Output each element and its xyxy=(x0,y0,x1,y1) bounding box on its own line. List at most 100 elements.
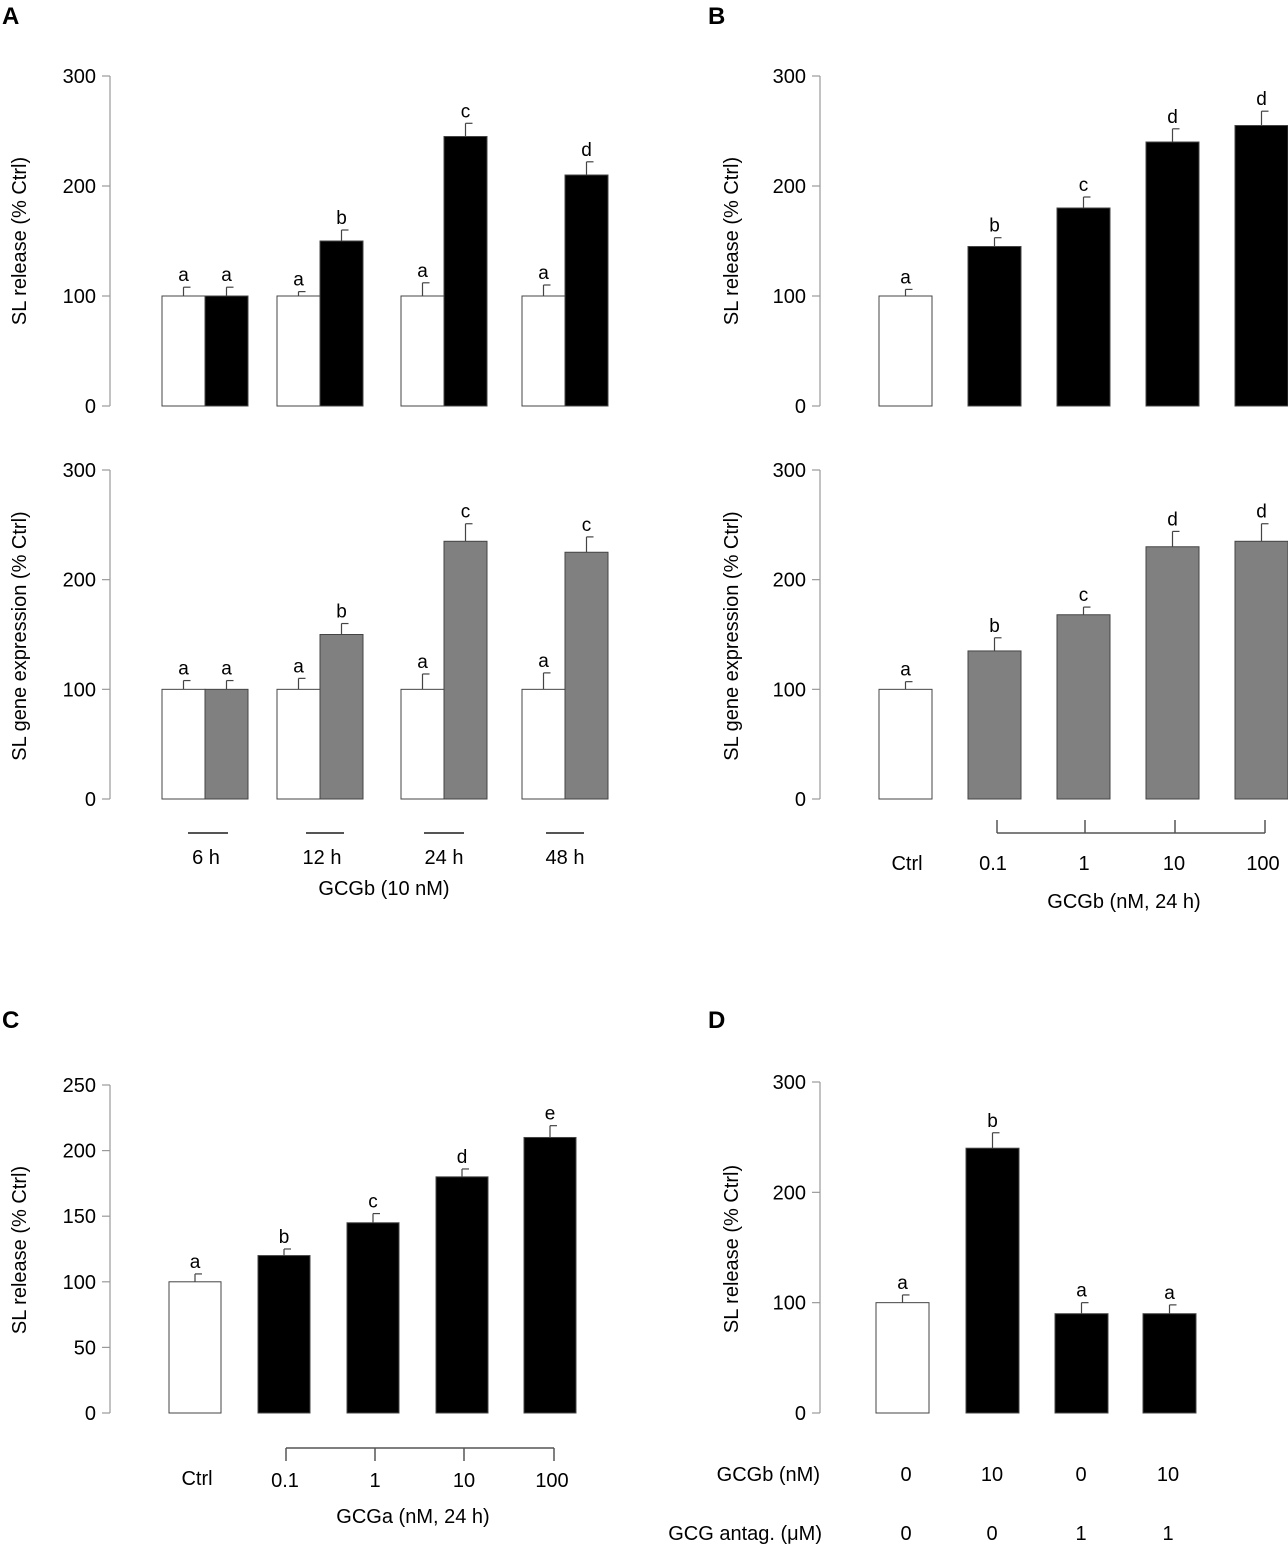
d-row-gcgb-value: 0 xyxy=(1075,1464,1086,1486)
a-x-tick-12h: 12 h xyxy=(303,847,342,869)
a-expression-ctrl-bar xyxy=(521,688,566,800)
b-release-y-tick-label: 100 xyxy=(773,286,806,308)
c-release-bar xyxy=(523,1136,577,1414)
chart-d-release: 0 100 200 300 a b a a xyxy=(773,1072,1197,1425)
d-release-ytitle: SL release (% Ctrl) xyxy=(721,1165,743,1333)
b-expression-bar xyxy=(1145,546,1200,800)
a-release-treated-bar xyxy=(204,295,249,407)
c-release-significance-letter: d xyxy=(457,1147,468,1168)
a-expression-ctrl-significance-letter: a xyxy=(178,659,189,680)
b-release-bar xyxy=(967,246,1022,407)
c-release-y-tick-label: 150 xyxy=(63,1206,96,1228)
d-release-bar xyxy=(965,1147,1020,1414)
c-x-tick-100: 100 xyxy=(535,1470,568,1492)
c-x-tick-ctrl: Ctrl xyxy=(181,1468,212,1490)
b-expression-significance-letter: a xyxy=(900,660,911,681)
b-release-significance-letter: b xyxy=(989,216,1000,237)
a-expression-ctrl-significance-letter: a xyxy=(293,656,304,677)
a-x-tick-48h: 48 h xyxy=(546,847,585,869)
d-release-bar xyxy=(1142,1313,1197,1414)
a-release-treated-significance-letter: b xyxy=(336,208,347,229)
b-release-y-tick-label: 300 xyxy=(773,66,806,88)
a-expression-y-tick-label: 100 xyxy=(63,679,96,701)
d-row-gcgb-value: 0 xyxy=(900,1464,911,1486)
d-release-significance-letter: a xyxy=(1076,1281,1087,1302)
a-release-treated-significance-letter: c xyxy=(461,101,471,122)
c-release-bar xyxy=(257,1255,311,1414)
b-expression-y-tick-label: 300 xyxy=(773,460,806,482)
a-release-treated-significance-letter: d xyxy=(581,140,592,161)
b-expression-bar xyxy=(1056,614,1111,800)
c-release-ytitle: SL release (% Ctrl) xyxy=(9,1166,31,1334)
a-release-y-tick-label: 0 xyxy=(85,396,96,418)
b-expression-significance-letter: b xyxy=(989,616,1000,637)
a-release-ytitle: SL release (% Ctrl) xyxy=(9,157,31,325)
d-row-gcgb-value: 10 xyxy=(981,1464,1003,1486)
c-x-tick-1: 1 xyxy=(369,1470,380,1492)
d-release-y-tick-label: 0 xyxy=(795,1403,806,1425)
b-x-tick-1: 1 xyxy=(1078,853,1089,875)
c-release-bar xyxy=(346,1222,400,1414)
a-release-y-tick-label: 300 xyxy=(63,66,96,88)
chart-a-expression: 0 100 200 300 a a a b a c a c xyxy=(63,460,609,811)
b-release-bar xyxy=(1145,141,1200,407)
b-release-bar xyxy=(1056,207,1111,407)
a-release-treated-bar xyxy=(564,174,609,407)
b-expression-significance-letter: d xyxy=(1167,509,1178,530)
d-row-antag-label: GCG antag. (μM) xyxy=(668,1523,822,1545)
a-release-ctrl-significance-letter: a xyxy=(178,265,189,286)
b-expression-bar xyxy=(878,688,933,800)
d-release-significance-letter: a xyxy=(1164,1283,1175,1304)
b-expression-y-tick-label: 200 xyxy=(773,570,806,592)
c-x-tick-10: 10 xyxy=(453,1470,475,1492)
a-release-treated-significance-letter: a xyxy=(221,265,232,286)
a-expression-ctrl-bar xyxy=(276,688,321,800)
a-release-treated-bar xyxy=(319,240,364,407)
b-x-tick-10: 10 xyxy=(1163,853,1185,875)
d-row-antag-value: 0 xyxy=(986,1523,997,1545)
a-expression-treated-significance-letter: a xyxy=(221,659,232,680)
a-expression-ytitle: SL gene expression (% Ctrl) xyxy=(9,511,31,760)
b-release-ytitle: SL release (% Ctrl) xyxy=(721,157,743,325)
b-expression-bar xyxy=(1234,540,1288,800)
c-release-significance-letter: c xyxy=(368,1192,378,1213)
a-x-tick-6h: 6 h xyxy=(192,847,220,869)
a-expression-ctrl-bar xyxy=(400,688,445,800)
a-release-treated-bar xyxy=(443,136,488,407)
d-release-y-tick-label: 100 xyxy=(773,1293,806,1315)
b-release-bar xyxy=(878,295,933,407)
d-release-bar xyxy=(875,1302,930,1414)
a-expression-treated-bar xyxy=(204,688,249,800)
b-release-significance-letter: d xyxy=(1167,107,1178,128)
a-release-y-tick-label: 200 xyxy=(63,176,96,198)
c-x-bracket xyxy=(285,1447,555,1461)
c-release-bar xyxy=(435,1176,489,1414)
a-release-ctrl-significance-letter: a xyxy=(538,263,549,284)
b-release-y-tick-label: 200 xyxy=(773,176,806,198)
b-x-tick-0-1: 0.1 xyxy=(979,853,1007,875)
chart-b-release: 0 100 200 300 a b c d d xyxy=(773,66,1288,418)
chart-a-release: 0 100 200 300 a a a b a c a d xyxy=(63,66,609,418)
d-release-significance-letter: b xyxy=(987,1111,998,1132)
d-release-y-tick-label: 300 xyxy=(773,1072,806,1094)
b-x-tick-ctrl: Ctrl xyxy=(891,853,922,875)
a-expression-treated-bar xyxy=(319,634,364,800)
b-x-title: GCGb (nM, 24 h) xyxy=(1047,891,1200,913)
a-release-ctrl-bar xyxy=(521,295,566,407)
d-release-significance-letter: a xyxy=(897,1273,908,1294)
b-release-significance-letter: d xyxy=(1256,89,1267,110)
a-expression-treated-significance-letter: c xyxy=(582,515,592,536)
b-expression-bar xyxy=(967,650,1022,800)
c-x-tick-0-1: 0.1 xyxy=(271,1470,299,1492)
a-expression-ctrl-bar xyxy=(161,688,206,800)
a-release-ctrl-significance-letter: a xyxy=(417,261,428,282)
d-row-antag-value: 0 xyxy=(900,1523,911,1545)
b-release-bar xyxy=(1234,125,1288,407)
chart-b-expression: 0 100 200 300 a b c d d xyxy=(773,460,1288,811)
a-expression-y-tick-label: 200 xyxy=(63,570,96,592)
a-release-y-tick-label: 100 xyxy=(63,286,96,308)
a-release-ctrl-significance-letter: a xyxy=(293,270,304,291)
panel-label-b: B xyxy=(708,3,725,30)
a-expression-treated-significance-letter: c xyxy=(461,502,471,523)
c-release-y-tick-label: 250 xyxy=(63,1075,96,1097)
